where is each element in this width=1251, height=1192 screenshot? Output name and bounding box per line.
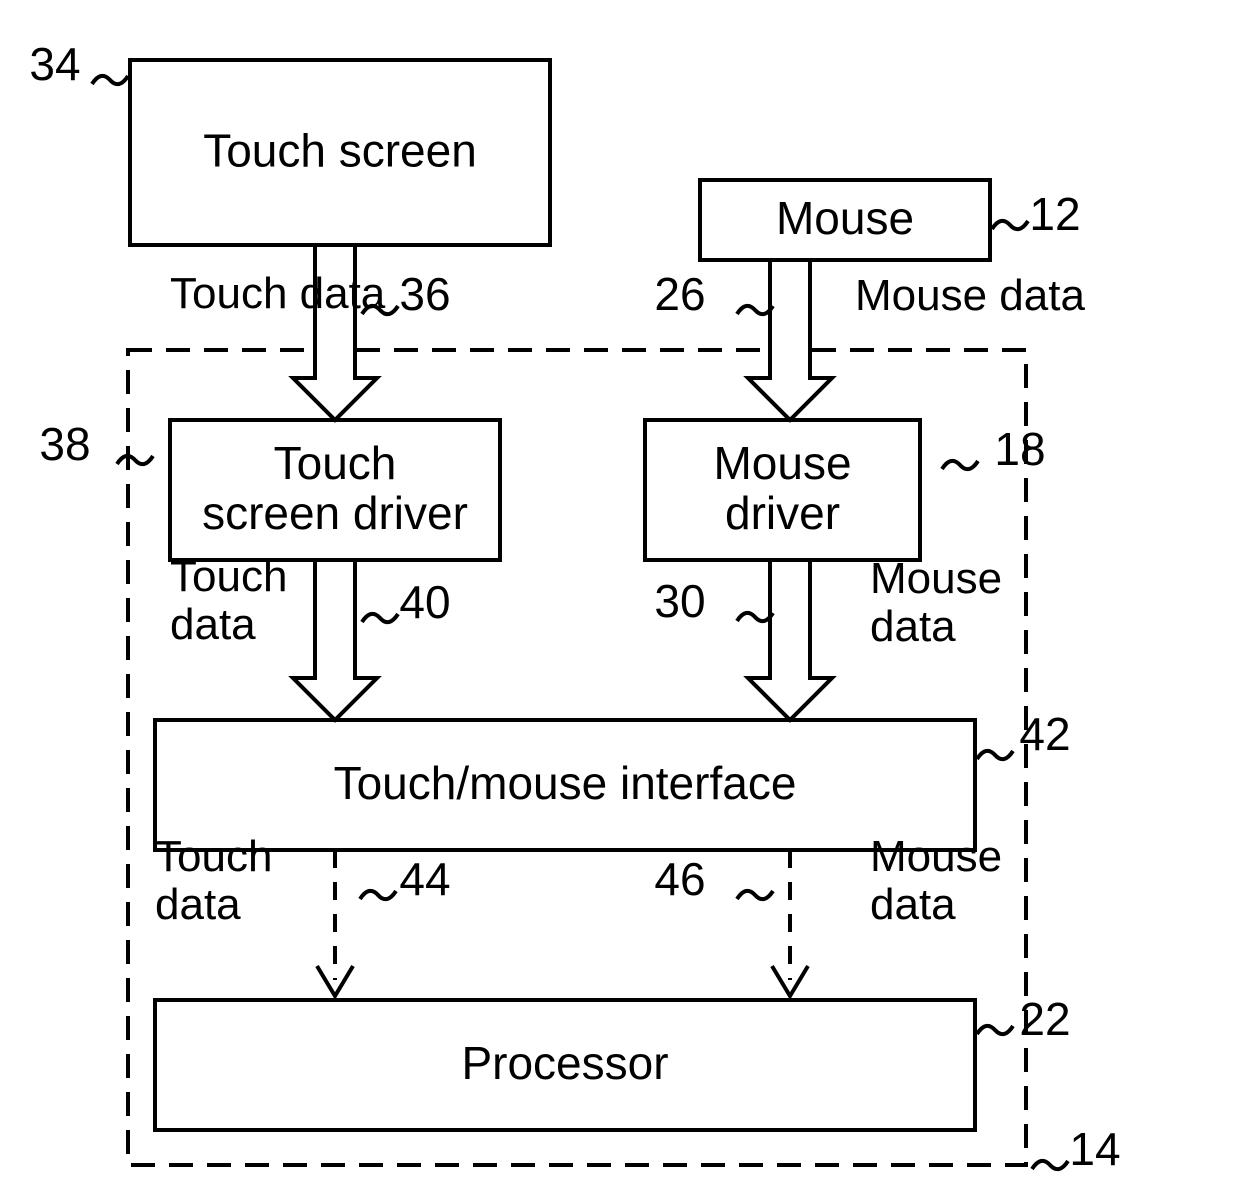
ref-42: 42 xyxy=(1019,708,1070,760)
tilde-connector xyxy=(360,891,396,899)
tilde-connector xyxy=(117,456,153,464)
dashed-arrow-head xyxy=(317,966,353,996)
ref-26: 26 xyxy=(654,268,705,320)
block-arrow xyxy=(293,560,377,720)
tilde-connector xyxy=(737,891,773,899)
tilde-connector xyxy=(92,76,128,84)
block-arrow xyxy=(748,560,832,720)
processor-box-label: Processor xyxy=(461,1037,668,1089)
mouse-box-label: Mouse xyxy=(776,192,914,244)
tilde-connector xyxy=(977,751,1013,759)
ref-14: 14 xyxy=(1069,1123,1120,1175)
arrow-label-a46: Mousedata xyxy=(870,832,1002,929)
tilde-connector xyxy=(737,306,773,314)
touch-screen-box-label: Touch screen xyxy=(203,125,477,177)
tilde-connector xyxy=(1032,1161,1068,1169)
arrow-label-a36: Touch data xyxy=(170,269,386,318)
block-arrow xyxy=(748,260,832,420)
ref-46: 46 xyxy=(654,853,705,905)
dashed-arrow-head xyxy=(772,966,808,996)
ref-18: 18 xyxy=(994,423,1045,475)
tilde-connector xyxy=(992,221,1028,229)
ref-44: 44 xyxy=(399,853,450,905)
interface-box-label: Touch/mouse interface xyxy=(334,757,797,809)
ref-30: 30 xyxy=(654,575,705,627)
arrow-label-a44: Touchdata xyxy=(155,832,272,929)
mouse-driver-box-label: Mousedriver xyxy=(713,437,851,539)
ref-38: 38 xyxy=(39,418,90,470)
arrow-label-a30: Mousedata xyxy=(870,554,1002,651)
ref-34: 34 xyxy=(29,38,80,90)
arrow-label-a40: Touchdata xyxy=(170,552,287,649)
tilde-connector xyxy=(977,1026,1013,1034)
tilde-connector xyxy=(942,461,978,469)
ref-40: 40 xyxy=(399,576,450,628)
ref-22: 22 xyxy=(1019,993,1070,1045)
ref-36: 36 xyxy=(399,268,450,320)
tilde-connector xyxy=(737,613,773,621)
arrow-label-a26: Mouse data xyxy=(855,271,1085,320)
block-diagram: 14Touch screen34Mouse12Touchscreen drive… xyxy=(0,0,1251,1192)
ref-12: 12 xyxy=(1029,188,1080,240)
tilde-connector xyxy=(362,614,398,622)
